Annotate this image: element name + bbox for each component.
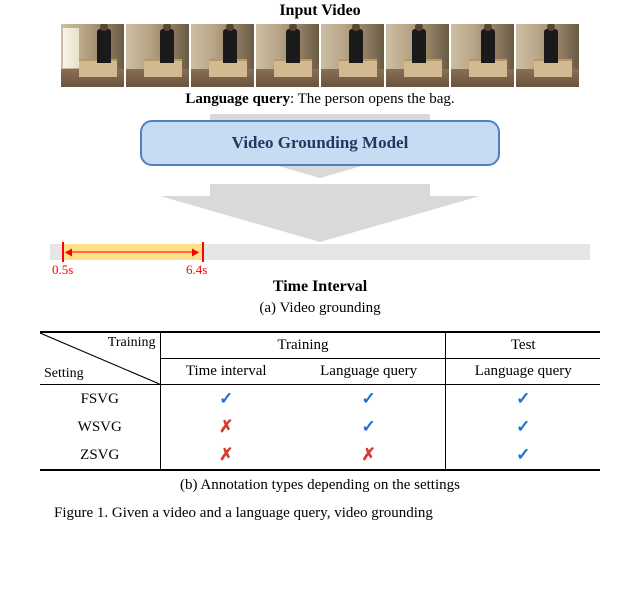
arrow-head-bottom [160, 196, 480, 242]
language-query-label: Language query [185, 91, 290, 107]
timeline-double-arrow [66, 252, 198, 253]
timeline-bar [50, 244, 590, 260]
diag-header-bot: Setting [44, 366, 84, 382]
video-frame [321, 24, 384, 87]
setting-name-cell: FSVG [40, 385, 160, 414]
diag-header-cell: Training Setting [40, 332, 160, 385]
input-video-title: Input Video [30, 2, 610, 20]
table-cell: ✓ [446, 413, 600, 441]
table-row: WSVG ✗ ✓ ✓ [40, 413, 600, 441]
col-header-lang-test: Language query [446, 359, 600, 385]
timeline-labels: 0.5s 6.4s [50, 262, 590, 280]
diag-header-top: Training [108, 335, 156, 351]
check-icon: ✓ [362, 417, 376, 436]
video-frames-row [30, 24, 610, 87]
cross-icon: ✗ [219, 417, 233, 436]
time-interval-title: Time Interval [30, 278, 610, 296]
table-cell: ✓ [160, 385, 292, 414]
timeline-bracket-left [62, 242, 64, 262]
check-icon: ✓ [362, 389, 376, 408]
table-row: ZSVG ✗ ✗ ✓ [40, 441, 600, 470]
subcaption-b: (b) Annotation types depending on the se… [30, 477, 610, 494]
check-icon: ✓ [516, 389, 530, 408]
video-frame [191, 24, 254, 87]
subcaption-a: (a) Video grounding [30, 300, 610, 317]
video-frame [451, 24, 514, 87]
language-query-text: : The person opens the bag. [290, 91, 455, 107]
table-cell: ✗ [160, 413, 292, 441]
model-box: Video Grounding Model [140, 120, 500, 166]
cross-icon: ✗ [362, 445, 376, 464]
figure-caption: Figure 1. Given a video and a language q… [54, 504, 586, 524]
video-frame [516, 24, 579, 87]
timeline-bracket-right [202, 242, 204, 262]
group-header-test: Test [446, 332, 600, 359]
settings-table: Training Setting Training Test Time inte… [40, 331, 600, 471]
table-cell: ✓ [446, 441, 600, 470]
arrow-top-group: Video Grounding Model [110, 114, 530, 184]
table-cell: ✗ [292, 441, 446, 470]
timeline-end-label: 6.4s [186, 262, 207, 278]
video-frame [126, 24, 189, 87]
setting-name-cell: WSVG [40, 413, 160, 441]
col-header-time: Time interval [160, 359, 292, 385]
setting-name-cell: ZSVG [40, 441, 160, 470]
col-header-lang-train: Language query [292, 359, 446, 385]
table-cell: ✓ [292, 413, 446, 441]
cross-icon: ✗ [219, 445, 233, 464]
video-frame [256, 24, 319, 87]
arrow-bottom-group [110, 184, 530, 244]
check-icon: ✓ [516, 445, 530, 464]
check-icon: ✓ [219, 389, 233, 408]
group-header-training: Training [160, 332, 446, 359]
figure-wrap: Input Video Language query: The person o… [30, 0, 610, 524]
table-row: Training Setting Training Test [40, 332, 600, 359]
language-query-line: Language query: The person opens the bag… [30, 91, 610, 108]
table-cell: ✓ [292, 385, 446, 414]
table-row: FSVG ✓ ✓ ✓ [40, 385, 600, 414]
check-icon: ✓ [516, 417, 530, 436]
video-frame [386, 24, 449, 87]
table-cell: ✓ [446, 385, 600, 414]
table-cell: ✗ [160, 441, 292, 470]
timeline-start-label: 0.5s [52, 262, 73, 278]
video-frame [61, 24, 124, 87]
